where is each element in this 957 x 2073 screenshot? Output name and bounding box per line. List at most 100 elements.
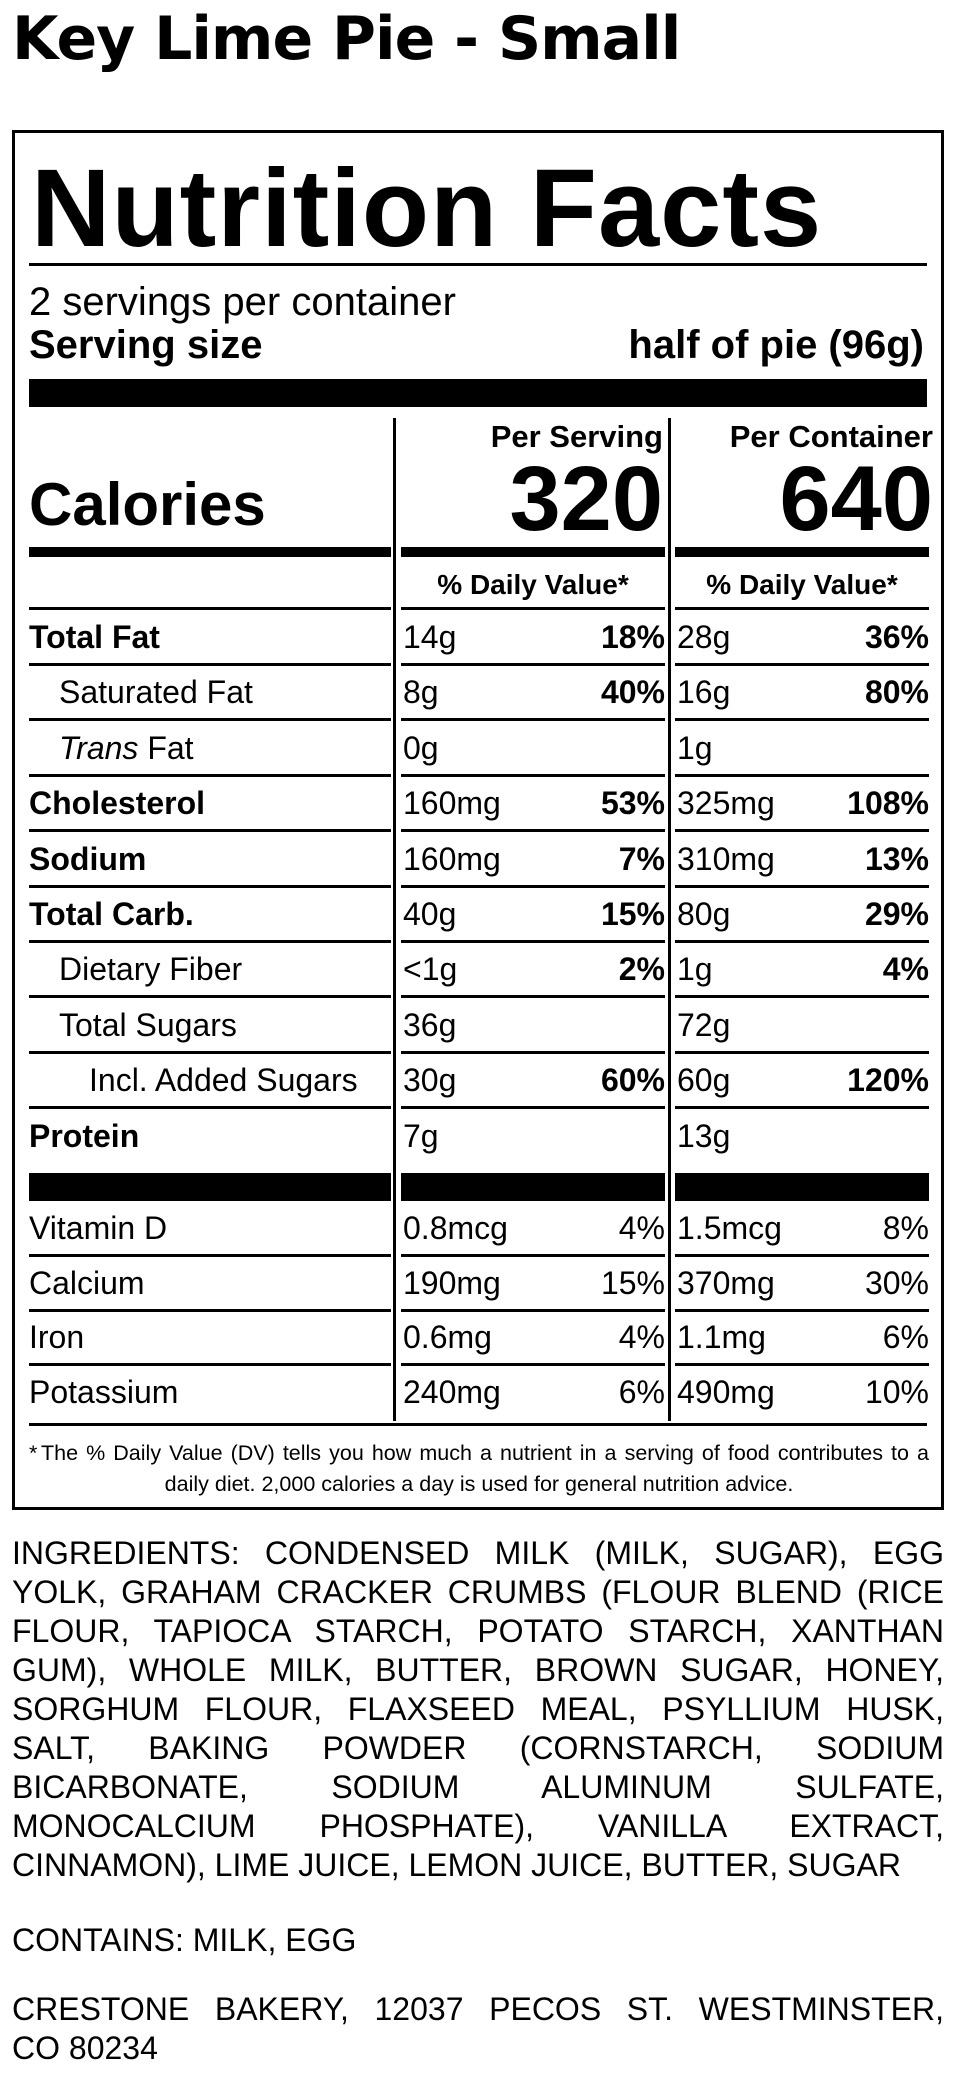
container-amount: 310mg: [677, 840, 775, 877]
container-amount: 370mg: [677, 1264, 775, 1301]
address-line-1: CRESTONE BAKERY, 12037 PECOS ST. WESTMIN…: [12, 1991, 944, 2027]
serving-size-value: half of pie (96g): [628, 323, 924, 367]
serving-amount: 40g: [403, 896, 457, 932]
nutrient-label: Potassium: [29, 1373, 179, 1410]
row-rule: [29, 829, 391, 833]
thick-rule-vitamins: [29, 1173, 391, 1201]
container-amount: 80g: [677, 896, 731, 932]
nutrient-label: Trans Fat: [59, 732, 194, 764]
serving-daily-value: 4%: [618, 1319, 665, 1355]
serving-daily-value: 60%: [600, 1062, 665, 1099]
row-rule: [29, 663, 391, 666]
address-line-2: CO 80234: [12, 2030, 158, 2067]
thick-rule-top: [29, 379, 927, 407]
container-daily-value: 4%: [882, 951, 929, 988]
row-rule: [29, 1363, 391, 1366]
thick-rule-vitamins: [675, 1173, 929, 1201]
calories-label: Calories: [29, 471, 266, 538]
container-amount: 1.5mcg: [677, 1210, 782, 1246]
bakery-address: CRESTONE BAKERY, 12037 PECOS ST. WESTMIN…: [12, 1990, 944, 2068]
container-amount: 325mg: [677, 785, 775, 822]
row-rule: [675, 884, 929, 888]
row-rule: [675, 1254, 929, 1257]
row-rule: [675, 663, 929, 666]
serving-size-label: Serving size: [29, 323, 263, 367]
nutrient-label: Iron: [29, 1319, 85, 1355]
footnote-star: *: [29, 1441, 38, 1465]
footnote: * The % Daily Value (DV) tells you how m…: [29, 1438, 929, 1500]
nutrition-facts-title: Nutrition Facts: [31, 147, 823, 270]
serving-amount: 0g: [403, 729, 439, 766]
serving-amount: 240mg: [403, 1373, 501, 1410]
product-title: Key Lime Pie - Small: [12, 4, 681, 74]
allergen-statement: CONTAINS: MILK, EGG: [12, 1922, 357, 1958]
nutrient-label-rest: Fat: [138, 729, 194, 766]
column-divider-serving: [393, 418, 396, 1421]
per-serving-header: Per Serving: [490, 419, 663, 454]
nutrient-label: Incl. Added Sugars: [89, 1062, 358, 1099]
container-daily-value: 36%: [864, 619, 929, 655]
serving-amount: 0.6mg: [403, 1319, 492, 1355]
nutrient-label: Saturated Fat: [59, 674, 253, 711]
calories-rule-serving: [401, 547, 665, 557]
row-rule: [401, 1254, 665, 1257]
nutrient-label-italic: Trans: [59, 729, 139, 766]
container-daily-value: 6%: [882, 1319, 929, 1355]
row-rule: [675, 607, 929, 610]
row-rule: [29, 1308, 391, 1312]
container-amount: 13g: [677, 1117, 731, 1154]
container-daily-value: 13%: [864, 840, 929, 877]
row-rule: [29, 1050, 391, 1054]
container-daily-value: 120%: [847, 1062, 929, 1099]
nutrition-facts-label: Nutrition Facts 2 servings per container…: [12, 130, 944, 1510]
serving-amount: 160mg: [403, 840, 501, 877]
row-rule: [401, 1050, 665, 1054]
row-rule: [675, 995, 929, 999]
container-amount: 490mg: [677, 1373, 775, 1410]
calories-per-serving: 320: [509, 448, 664, 550]
serving-amount: 30g: [403, 1062, 457, 1099]
footnote-text: The % Daily Value (DV) tells you how muc…: [41, 1441, 929, 1497]
dv-header-container: % Daily Value*: [706, 569, 898, 600]
nutrient-label: Calcium: [29, 1264, 145, 1301]
container-amount: 1.1mg: [677, 1319, 766, 1355]
serving-daily-value: 4%: [618, 1210, 665, 1246]
row-rule: [29, 884, 391, 888]
row-rule: [401, 884, 665, 888]
row-rule: [401, 940, 665, 943]
row-rule: [401, 773, 665, 777]
row-rule: [29, 1106, 391, 1110]
row-rule: [675, 718, 929, 722]
row-rule: [401, 1106, 665, 1110]
serving-amount: <1g: [403, 951, 458, 988]
row-rule: [29, 940, 391, 943]
container-daily-value: 80%: [864, 674, 929, 711]
serving-amount: 14g: [403, 619, 457, 655]
serving-daily-value: 2%: [618, 951, 665, 988]
nutrient-label: Dietary Fiber: [59, 951, 243, 988]
container-amount: 1g: [677, 729, 713, 766]
container-amount: 1g: [677, 951, 713, 988]
column-divider-container: [668, 418, 671, 1421]
row-rule: [675, 1363, 929, 1366]
row-rule: [401, 1308, 665, 1312]
title-rule: [29, 263, 927, 266]
row-rule: [29, 773, 391, 777]
row-rule: [401, 995, 665, 999]
serving-amount: 190mg: [403, 1264, 501, 1301]
row-rule: [401, 1363, 665, 1366]
nutrient-label: Vitamin D: [29, 1210, 168, 1246]
serving-amount: 0.8mcg: [403, 1210, 508, 1246]
calories-per-container: 640: [779, 448, 934, 550]
serving-daily-value: 6%: [618, 1373, 665, 1410]
calories-rule-container: [675, 547, 929, 557]
row-rule: [29, 607, 391, 610]
ingredients-statement: INGREDIENTS: CONDENSED MILK (MILK, SUGAR…: [12, 1535, 944, 1884]
row-rule: [401, 607, 665, 610]
row-rule: [675, 773, 929, 777]
nutrient-label: Protein: [29, 1117, 140, 1154]
per-container-header: Per Container: [729, 419, 933, 454]
row-rule: [675, 1308, 929, 1312]
serving-daily-value: 15%: [600, 896, 665, 932]
servings-per-container: 2 servings per container: [29, 280, 456, 324]
